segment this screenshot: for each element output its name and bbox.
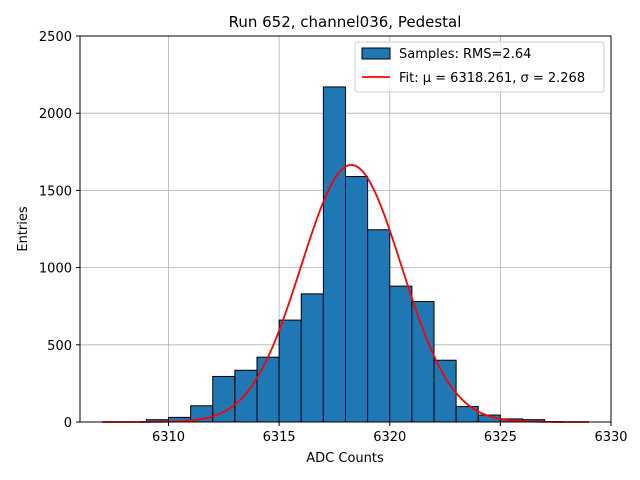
histogram-bar	[256, 356, 280, 423]
axis-ticks: 6310 6315 6320 6325 6330 0 500 1000 1500 2000 2500	[39, 30, 628, 445]
histogram-bars	[145, 86, 546, 423]
legend-box	[354, 41, 605, 93]
y-tick-label: 500	[47, 339, 72, 354]
histogram-bar	[300, 293, 324, 423]
y-tick-label: 2000	[39, 107, 72, 122]
legend: Samples: RMS=2.64 Fit: μ = 6318.261, σ =…	[354, 41, 605, 93]
y-axis-label: Entries	[16, 206, 31, 252]
histogram-bar	[322, 86, 346, 423]
x-tick-label: 6320	[373, 430, 406, 445]
histogram-bar	[389, 285, 413, 423]
histogram-bar	[367, 229, 391, 423]
x-tick-label: 6310	[152, 430, 185, 445]
x-axis-label: ADC Counts	[306, 451, 384, 466]
histogram-bar	[345, 176, 369, 423]
y-tick-label: 0	[64, 416, 72, 431]
fit-curve-group	[102, 164, 589, 423]
legend-histogram-label: Samples: RMS=2.64	[399, 47, 531, 62]
histogram-bar	[234, 369, 258, 423]
histogram-bar	[411, 301, 435, 423]
chart-title: Run 652, channel036, Pedestal	[229, 13, 462, 31]
y-tick-label: 2500	[39, 30, 72, 45]
y-tick-label: 1500	[39, 184, 72, 199]
y-tick-label: 1000	[39, 262, 72, 277]
histogram-bar	[278, 319, 302, 423]
plot-frame	[79, 35, 612, 423]
legend-histogram-swatch	[361, 47, 391, 60]
x-tick-label: 6330	[594, 430, 627, 445]
x-tick-label: 6315	[263, 430, 296, 445]
x-tick-label: 6325	[484, 430, 517, 445]
histogram-bar	[433, 359, 457, 423]
legend-fit-label: Fit: μ = 6318.261, σ = 2.268	[399, 71, 585, 86]
fit-curve	[102, 164, 589, 423]
